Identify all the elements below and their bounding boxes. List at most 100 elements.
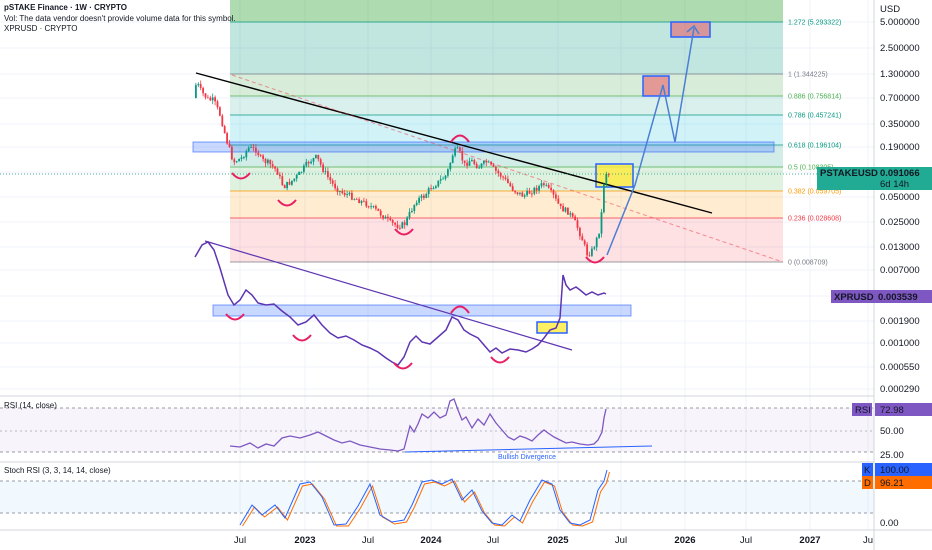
candle-body xyxy=(259,155,262,156)
price-tick: 0.001900 xyxy=(880,316,920,327)
candle-body xyxy=(199,84,202,88)
candle-body xyxy=(471,160,473,162)
candle-body xyxy=(343,193,346,196)
main-symbol-label: PSTAKEUSD xyxy=(820,168,878,179)
time-tick: 2026 xyxy=(674,535,695,546)
candle-body xyxy=(483,160,485,164)
candle-body xyxy=(411,210,413,212)
candle-body xyxy=(394,222,396,225)
candle-body xyxy=(360,200,363,204)
xpr-trendline[interactable] xyxy=(204,240,573,351)
support-zone-lower[interactable] xyxy=(212,304,632,317)
candle-body xyxy=(336,188,339,192)
time-tick: Jul xyxy=(234,535,246,546)
currency-label: USD xyxy=(880,4,900,15)
candle-body xyxy=(257,152,260,156)
rsi-value-badge[interactable]: RSI 72.98 xyxy=(852,403,932,416)
candle-body xyxy=(492,164,495,167)
candle-body xyxy=(600,212,603,234)
candle-body xyxy=(243,157,245,159)
price-tick: 0.007000 xyxy=(880,265,920,276)
rsi-pane-title[interactable]: RSI (14, close) xyxy=(4,401,57,410)
main-price-badge[interactable]: PSTAKEUSD 0.091066 6d 14h xyxy=(817,167,932,190)
support-zone-upper[interactable] xyxy=(192,141,775,153)
candle-body xyxy=(355,198,358,200)
pivot-arc xyxy=(394,228,414,236)
candle-body xyxy=(250,147,252,148)
candle-body xyxy=(533,187,536,194)
fib-trend-dashed[interactable] xyxy=(231,74,784,263)
stoch-k-line[interactable] xyxy=(239,469,608,526)
stoch-band xyxy=(0,481,874,513)
chart-title[interactable]: pSTAKE Finance · 1W · CRYPTO xyxy=(4,3,127,12)
xprusd-line[interactable] xyxy=(194,241,607,366)
fib-label: 1 (1.344225) xyxy=(788,72,828,79)
xpr-breakout-box[interactable] xyxy=(536,321,568,334)
candle-body xyxy=(588,255,591,257)
fib-label: 0.382 (0.059705) xyxy=(788,189,841,196)
candle-body xyxy=(334,183,336,189)
candle-body xyxy=(363,200,365,202)
price-tick: 2.500000 xyxy=(880,43,920,54)
candle-body xyxy=(247,147,250,152)
candle-body xyxy=(319,159,322,165)
rsi-line[interactable] xyxy=(229,398,607,452)
stoch-pane-title[interactable]: Stoch RSI (3, 3, 14, 14, close) xyxy=(4,466,111,475)
pivot-arc xyxy=(225,313,245,321)
candle-body xyxy=(514,190,516,193)
candle-body xyxy=(605,174,608,185)
fib-retracement[interactable]: 1.272 (5.293322) 1 (1.344225) 0.886 (0.756… xyxy=(230,0,841,267)
price-tick: 5.000000 xyxy=(880,17,920,28)
candle-body xyxy=(228,143,231,147)
main-trendline[interactable] xyxy=(195,72,713,214)
candle-body xyxy=(315,154,317,159)
pivot-markers xyxy=(225,134,605,370)
candle-body xyxy=(339,191,341,192)
price-axis[interactable]: 5.000000 2.500000 1.300000 0.700000 0.350000… xyxy=(880,17,920,395)
candle-body xyxy=(579,227,581,237)
candle-body xyxy=(305,161,308,166)
candle-body xyxy=(406,217,408,225)
candle-body xyxy=(516,192,519,194)
candle-body xyxy=(540,183,543,187)
candle-body xyxy=(466,162,468,166)
candle-body xyxy=(562,205,564,212)
candle-body xyxy=(300,171,303,173)
price-candles[interactable] xyxy=(195,80,610,259)
stoch-d-badge[interactable]: D 96.21 xyxy=(862,476,932,489)
candle-body xyxy=(559,203,562,206)
candle-body xyxy=(547,184,550,188)
candle-body xyxy=(276,168,279,175)
candle-body xyxy=(545,184,548,186)
candle-body xyxy=(310,161,312,164)
candle-body xyxy=(507,178,509,184)
compare-symbol-title[interactable]: XPRUSD · CRYPTO xyxy=(4,24,78,33)
candle-body xyxy=(341,191,344,194)
candle-body xyxy=(389,218,392,220)
time-axis[interactable]: Jul 2023 Jul 2024 Jul 2025 Jul 2026 Jul 2027 Ju xyxy=(234,535,873,546)
candle-body xyxy=(564,207,567,212)
candle-body xyxy=(240,157,243,159)
candle-body xyxy=(550,187,552,191)
time-tick: Jul xyxy=(740,535,752,546)
fib-zone-0786 xyxy=(230,96,783,115)
compare-price-badge[interactable]: XPRUSD 0.003539 xyxy=(831,290,932,303)
stoch-d-line[interactable] xyxy=(242,471,610,527)
price-tick: 0.050000 xyxy=(880,192,920,203)
time-tick: Jul xyxy=(487,535,499,546)
candle-body xyxy=(581,236,584,241)
candle-body xyxy=(552,190,555,195)
fib-label: 1.272 (5.293322) xyxy=(788,20,841,27)
stoch-k-badge[interactable]: K 100.00 xyxy=(862,463,932,476)
bullish-divergence-line[interactable] xyxy=(404,445,653,453)
candle-body xyxy=(528,190,531,194)
rsi-badge-value: 72.98 xyxy=(880,405,904,416)
candle-body xyxy=(511,186,514,191)
candle-body xyxy=(231,146,233,160)
target-box-mid[interactable] xyxy=(642,75,670,97)
stoch-k-label: K xyxy=(864,465,871,476)
candle-body xyxy=(591,248,593,256)
projection-path[interactable] xyxy=(606,27,695,256)
rsi-badge-label: RSI xyxy=(855,405,871,416)
